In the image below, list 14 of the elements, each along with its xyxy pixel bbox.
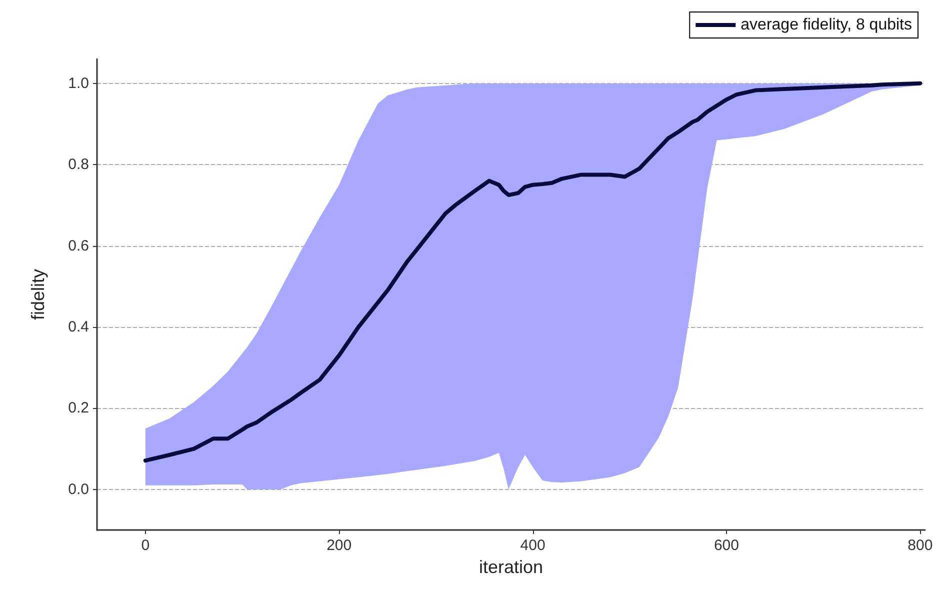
y-tick-label: 1.0 [68,74,89,92]
x-axis-title: iteration [478,556,544,577]
x-tick-label: 800 [908,537,933,554]
y-tick-label: 0.2 [68,400,89,417]
x-tick-label: 0 [141,537,150,554]
y-axis-title: fidelity [28,268,48,320]
x-tick-label: 400 [520,537,546,554]
y-tick-label: 0.6 [68,237,89,254]
y-tick-label: 0.0 [68,480,89,498]
legend-label: average fidelity, 8 qubits [740,16,912,34]
y-tick-label: 0.4 [68,318,89,336]
x-tick-label: 600 [714,537,739,554]
y-tick-label: 0.8 [68,156,89,174]
x-tick-label: 200 [326,537,352,554]
